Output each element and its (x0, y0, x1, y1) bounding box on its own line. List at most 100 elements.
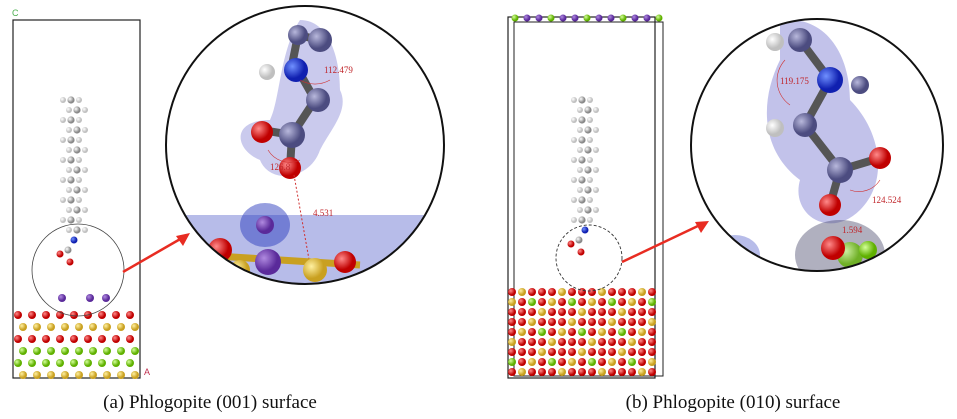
atom (578, 156, 585, 163)
atom (584, 15, 591, 22)
atom (638, 288, 646, 296)
atom (548, 328, 556, 336)
atom (638, 298, 646, 306)
atom (582, 227, 589, 234)
atom (538, 348, 546, 356)
atom (577, 147, 583, 153)
atom (578, 196, 585, 203)
atom (528, 358, 536, 366)
atom (628, 328, 636, 336)
atom (82, 167, 88, 173)
atom (608, 308, 616, 316)
atom (518, 368, 526, 376)
atom (577, 207, 583, 213)
atom (524, 15, 531, 22)
atom (618, 368, 626, 376)
atom (56, 335, 64, 343)
atom (548, 15, 555, 22)
atom (578, 136, 585, 143)
atom (75, 323, 83, 331)
atom (618, 308, 626, 316)
atom (571, 197, 577, 203)
atom (571, 177, 577, 183)
atom (568, 318, 576, 326)
atom (596, 15, 603, 22)
atom (571, 137, 577, 143)
angle-label: 112.479 (324, 65, 353, 75)
atom (67, 156, 74, 163)
atom (578, 328, 586, 336)
atom (14, 359, 22, 367)
atom (73, 166, 80, 173)
atom (538, 288, 546, 296)
atom (608, 368, 616, 376)
atom (608, 318, 616, 326)
atom (86, 294, 94, 302)
atom (528, 348, 536, 356)
atom (578, 348, 586, 356)
atom (528, 288, 536, 296)
arrow (622, 225, 700, 262)
atom (518, 308, 526, 316)
atom (648, 298, 656, 306)
atom (638, 348, 646, 356)
atom (584, 146, 591, 153)
atom (73, 206, 80, 213)
atom (67, 196, 74, 203)
atom (82, 127, 88, 133)
atom (628, 368, 636, 376)
atom (558, 288, 566, 296)
atom (558, 358, 566, 366)
atom (548, 368, 556, 376)
atom (588, 348, 596, 356)
atom (618, 328, 626, 336)
atom (538, 328, 546, 336)
atom (588, 368, 596, 376)
atom (618, 338, 626, 346)
atom (508, 348, 516, 356)
atom (518, 298, 526, 306)
atom (512, 15, 519, 22)
atom (112, 359, 120, 367)
atom (588, 358, 596, 366)
atom (508, 298, 516, 306)
atom (588, 288, 596, 296)
atom (28, 359, 36, 367)
atom (73, 126, 80, 133)
atom (126, 359, 134, 367)
atom (628, 318, 636, 326)
atom (102, 294, 110, 302)
slab (508, 15, 663, 377)
atom (528, 328, 536, 336)
atom (571, 217, 577, 223)
atom (618, 318, 626, 326)
atom (558, 368, 566, 376)
atom (548, 298, 556, 306)
atom (598, 298, 606, 306)
atom (47, 347, 55, 355)
atom (648, 318, 656, 326)
atom (587, 157, 593, 163)
angle-label: 119.175 (780, 76, 809, 86)
atom (518, 328, 526, 336)
zoom-region (556, 225, 622, 291)
atom (608, 358, 616, 366)
atom (598, 328, 606, 336)
atom (538, 298, 546, 306)
distance-label: 1.594 (842, 225, 863, 235)
atom (112, 335, 120, 343)
atom (558, 328, 566, 336)
atom (628, 348, 636, 356)
atom (558, 338, 566, 346)
atom (608, 348, 616, 356)
atom (587, 177, 593, 183)
atom (66, 147, 72, 153)
atom (538, 318, 546, 326)
atom (19, 323, 27, 331)
atom (587, 197, 593, 203)
atom (648, 368, 656, 376)
atom (648, 338, 656, 346)
atom (103, 371, 111, 379)
atom (518, 288, 526, 296)
atom (60, 157, 66, 163)
